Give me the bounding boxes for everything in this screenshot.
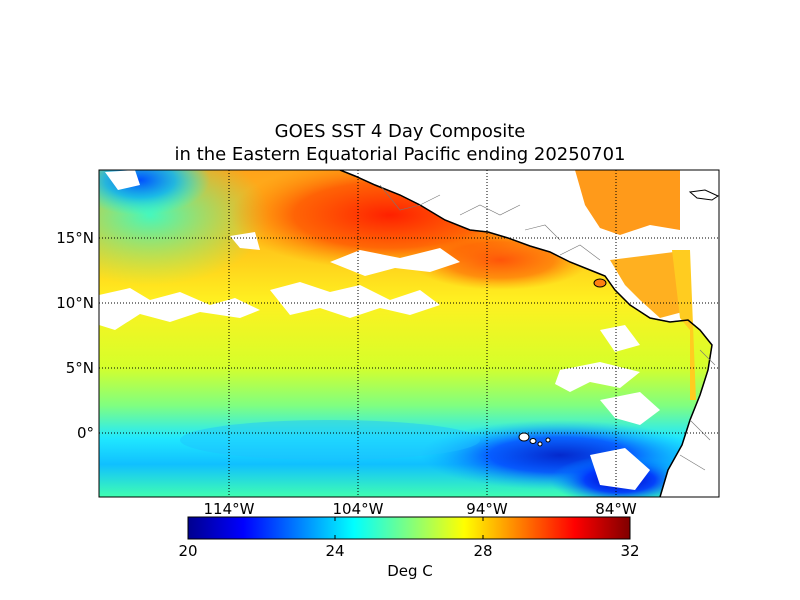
colorbar-label: Deg C [387, 562, 433, 580]
map-frame [98, 169, 720, 498]
cloud-gaps [99, 170, 660, 490]
lon-label-114w: 114°W [203, 500, 255, 518]
colorbar-tick-20: 20 [178, 542, 198, 560]
galapagos-islands [518, 432, 551, 447]
lat-label-0: 0° [76, 424, 94, 442]
colorbar-tick-28: 28 [473, 542, 493, 560]
political-boundaries [379, 184, 716, 471]
gridlines [99, 170, 719, 497]
lon-label-104w: 104°W [332, 500, 384, 518]
colorbar-tick-24: 24 [325, 542, 345, 560]
colorbar [187, 516, 631, 540]
sst-field [99, 170, 719, 497]
lat-label-10n: 10°N [56, 294, 94, 312]
lat-label-5n: 5°N [65, 359, 94, 377]
colorbar-ticks [334, 517, 484, 539]
chart-title-line1: GOES SST 4 Day Composite [274, 121, 526, 142]
colorbar-tick-32: 32 [620, 542, 640, 560]
lat-label-15n: 15°N [56, 229, 94, 247]
lake-nicaragua [593, 278, 607, 288]
lon-label-94w: 94°W [466, 500, 508, 518]
chart-title-line2: in the Eastern Equatorial Pacific ending… [174, 144, 626, 165]
cuba [688, 189, 719, 201]
lon-label-84w: 84°W [595, 500, 637, 518]
caribbean-sst [575, 170, 719, 400]
coastline [339, 170, 713, 497]
